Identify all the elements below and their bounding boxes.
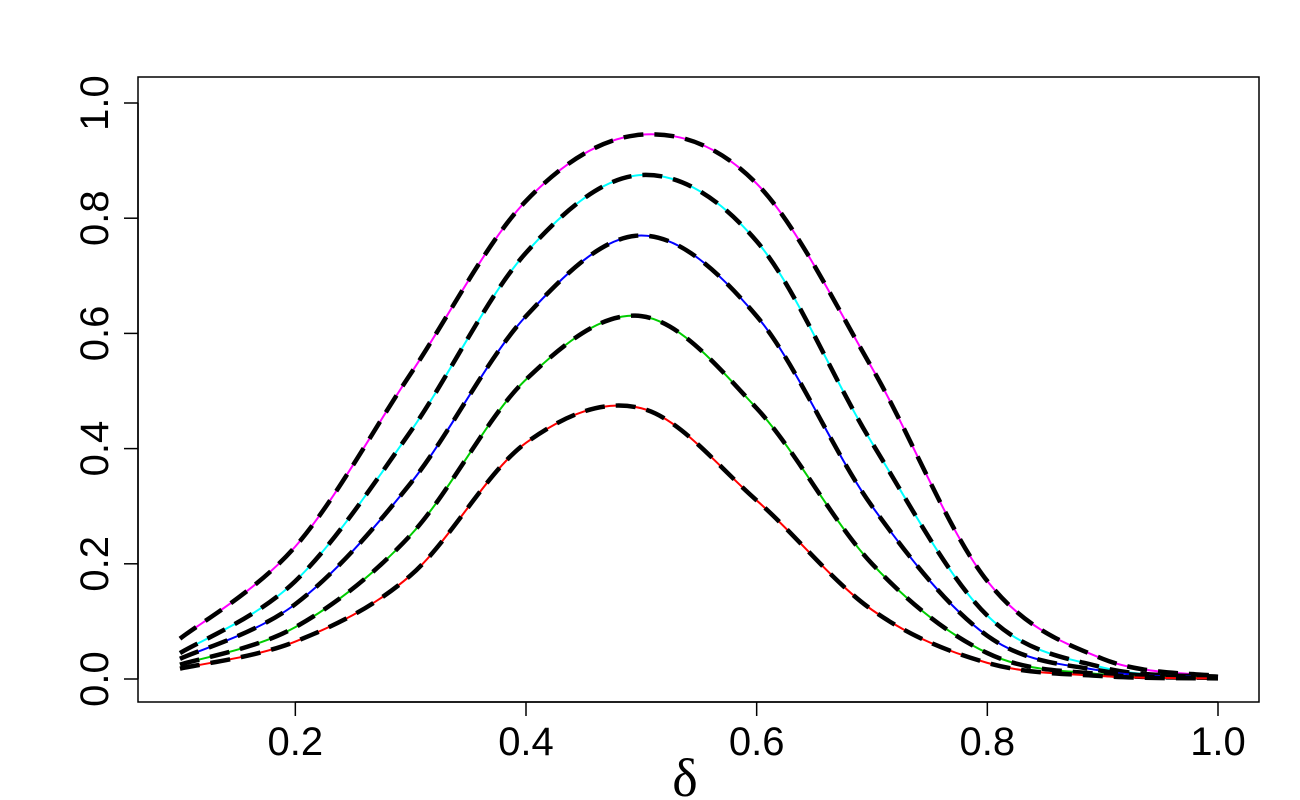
series-layer [178, 132, 1219, 681]
series-line-9-dashed [179, 403, 1219, 681]
x-tick-label: 1.0 [1190, 720, 1246, 764]
series-line-1-dashed [178, 132, 1219, 679]
series-line-2-solid [179, 173, 1219, 678]
plot-area-border [137, 76, 1260, 703]
series-line-5-dashed [179, 233, 1219, 680]
y-tick-label: 0.8 [73, 190, 117, 246]
y-axis: 0.0 0.2 0.4 0.6 0.8 1.0 [73, 75, 139, 707]
y-tick-label: 0.2 [73, 536, 117, 592]
x-axis: 0.2 0.4 0.6 0.8 1.0 [268, 701, 1246, 764]
y-tick-label: 1.0 [73, 75, 117, 131]
series-line-4-solid [179, 234, 1219, 679]
y-tick-label: 0.6 [73, 306, 117, 362]
series-line-7-dashed [179, 313, 1219, 681]
x-tick-label: 0.2 [268, 720, 324, 764]
series-line-0-solid [179, 133, 1219, 678]
x-tick-label: 0.4 [498, 720, 554, 764]
x-axis-title: δ [672, 748, 697, 800]
y-tick-label: 0.4 [73, 421, 117, 477]
x-tick-label: 0.8 [960, 720, 1016, 764]
x-tick-label: 0.6 [729, 720, 785, 764]
y-tick-label: 0.0 [73, 651, 117, 707]
